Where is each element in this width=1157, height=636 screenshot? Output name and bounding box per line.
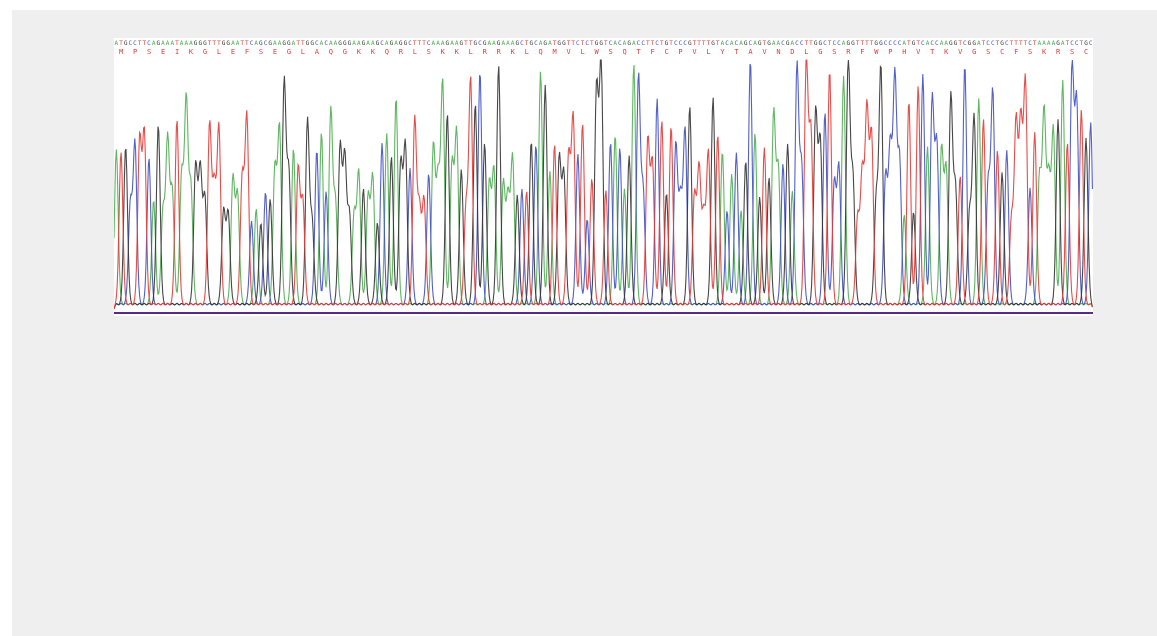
base-sequence-row: ATGCCTTCAGAAATAAAGGGTTTGGAATTCAGCGAAGGAT…	[115, 40, 1093, 47]
trace-t	[114, 59, 1093, 309]
trace-lines	[114, 59, 1093, 310]
chromatogram-svg: ATGCCTTCAGAAATAAAGGGTTTGGAATTCAGCGAAGGAT…	[114, 40, 1093, 314]
page-background: ATGCCTTCAGAAATAAAGGGTTTGGAATTCAGCGAAGGAT…	[12, 10, 1157, 636]
chromatogram-trace-panel: ATGCCTTCAGAAATAAAGGGTTTGGAATTCAGCGAAGGAT…	[114, 38, 1093, 316]
base-sequence-text: ATGCCTTCAGAAATAAAGGGTTTGGAATTCAGCGAAGGAT…	[115, 40, 1093, 47]
